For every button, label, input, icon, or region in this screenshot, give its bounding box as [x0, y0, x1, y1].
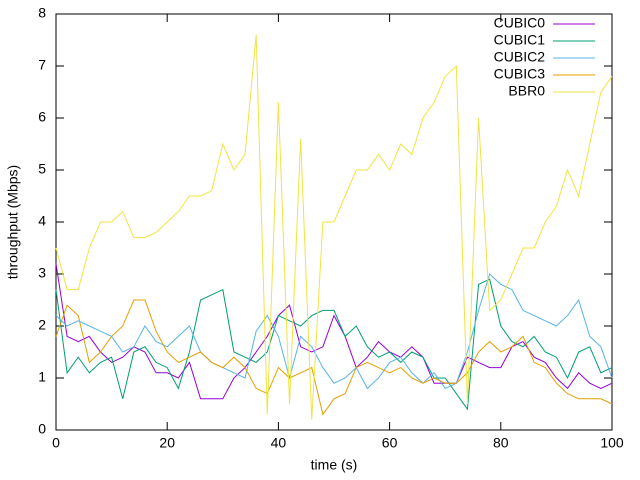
x-tick-label: 100 [600, 435, 624, 451]
y-tick-label: 5 [38, 161, 46, 177]
series-line [55, 299, 613, 416]
series-line [55, 278, 613, 411]
y-tick-label: 6 [38, 109, 46, 125]
y-tick-label: 4 [38, 213, 46, 229]
legend-label: CUBIC1 [494, 32, 546, 48]
series-line [55, 34, 613, 420]
x-tick-label: 80 [493, 435, 509, 451]
y-tick-label: 7 [38, 57, 46, 73]
legend-label: CUBIC2 [494, 49, 546, 65]
y-tick-label: 2 [38, 317, 46, 333]
legend-label: BBR0 [508, 83, 545, 99]
y-tick-label: 0 [38, 421, 46, 437]
y-tick-label: 1 [38, 369, 46, 385]
series-line [55, 263, 613, 400]
series-line [55, 273, 613, 390]
y-tick-label: 8 [38, 5, 46, 21]
y-tick-label: 3 [38, 265, 46, 281]
x-tick-label: 20 [159, 435, 175, 451]
x-tick-label: 40 [271, 435, 287, 451]
x-axis-label: time (s) [311, 457, 358, 473]
legend-label: CUBIC0 [494, 15, 546, 31]
y-axis-label: throughput (Mbps) [5, 165, 21, 279]
legend-label: CUBIC3 [494, 66, 546, 82]
x-tick-label: 60 [382, 435, 398, 451]
x-tick-label: 0 [52, 435, 60, 451]
